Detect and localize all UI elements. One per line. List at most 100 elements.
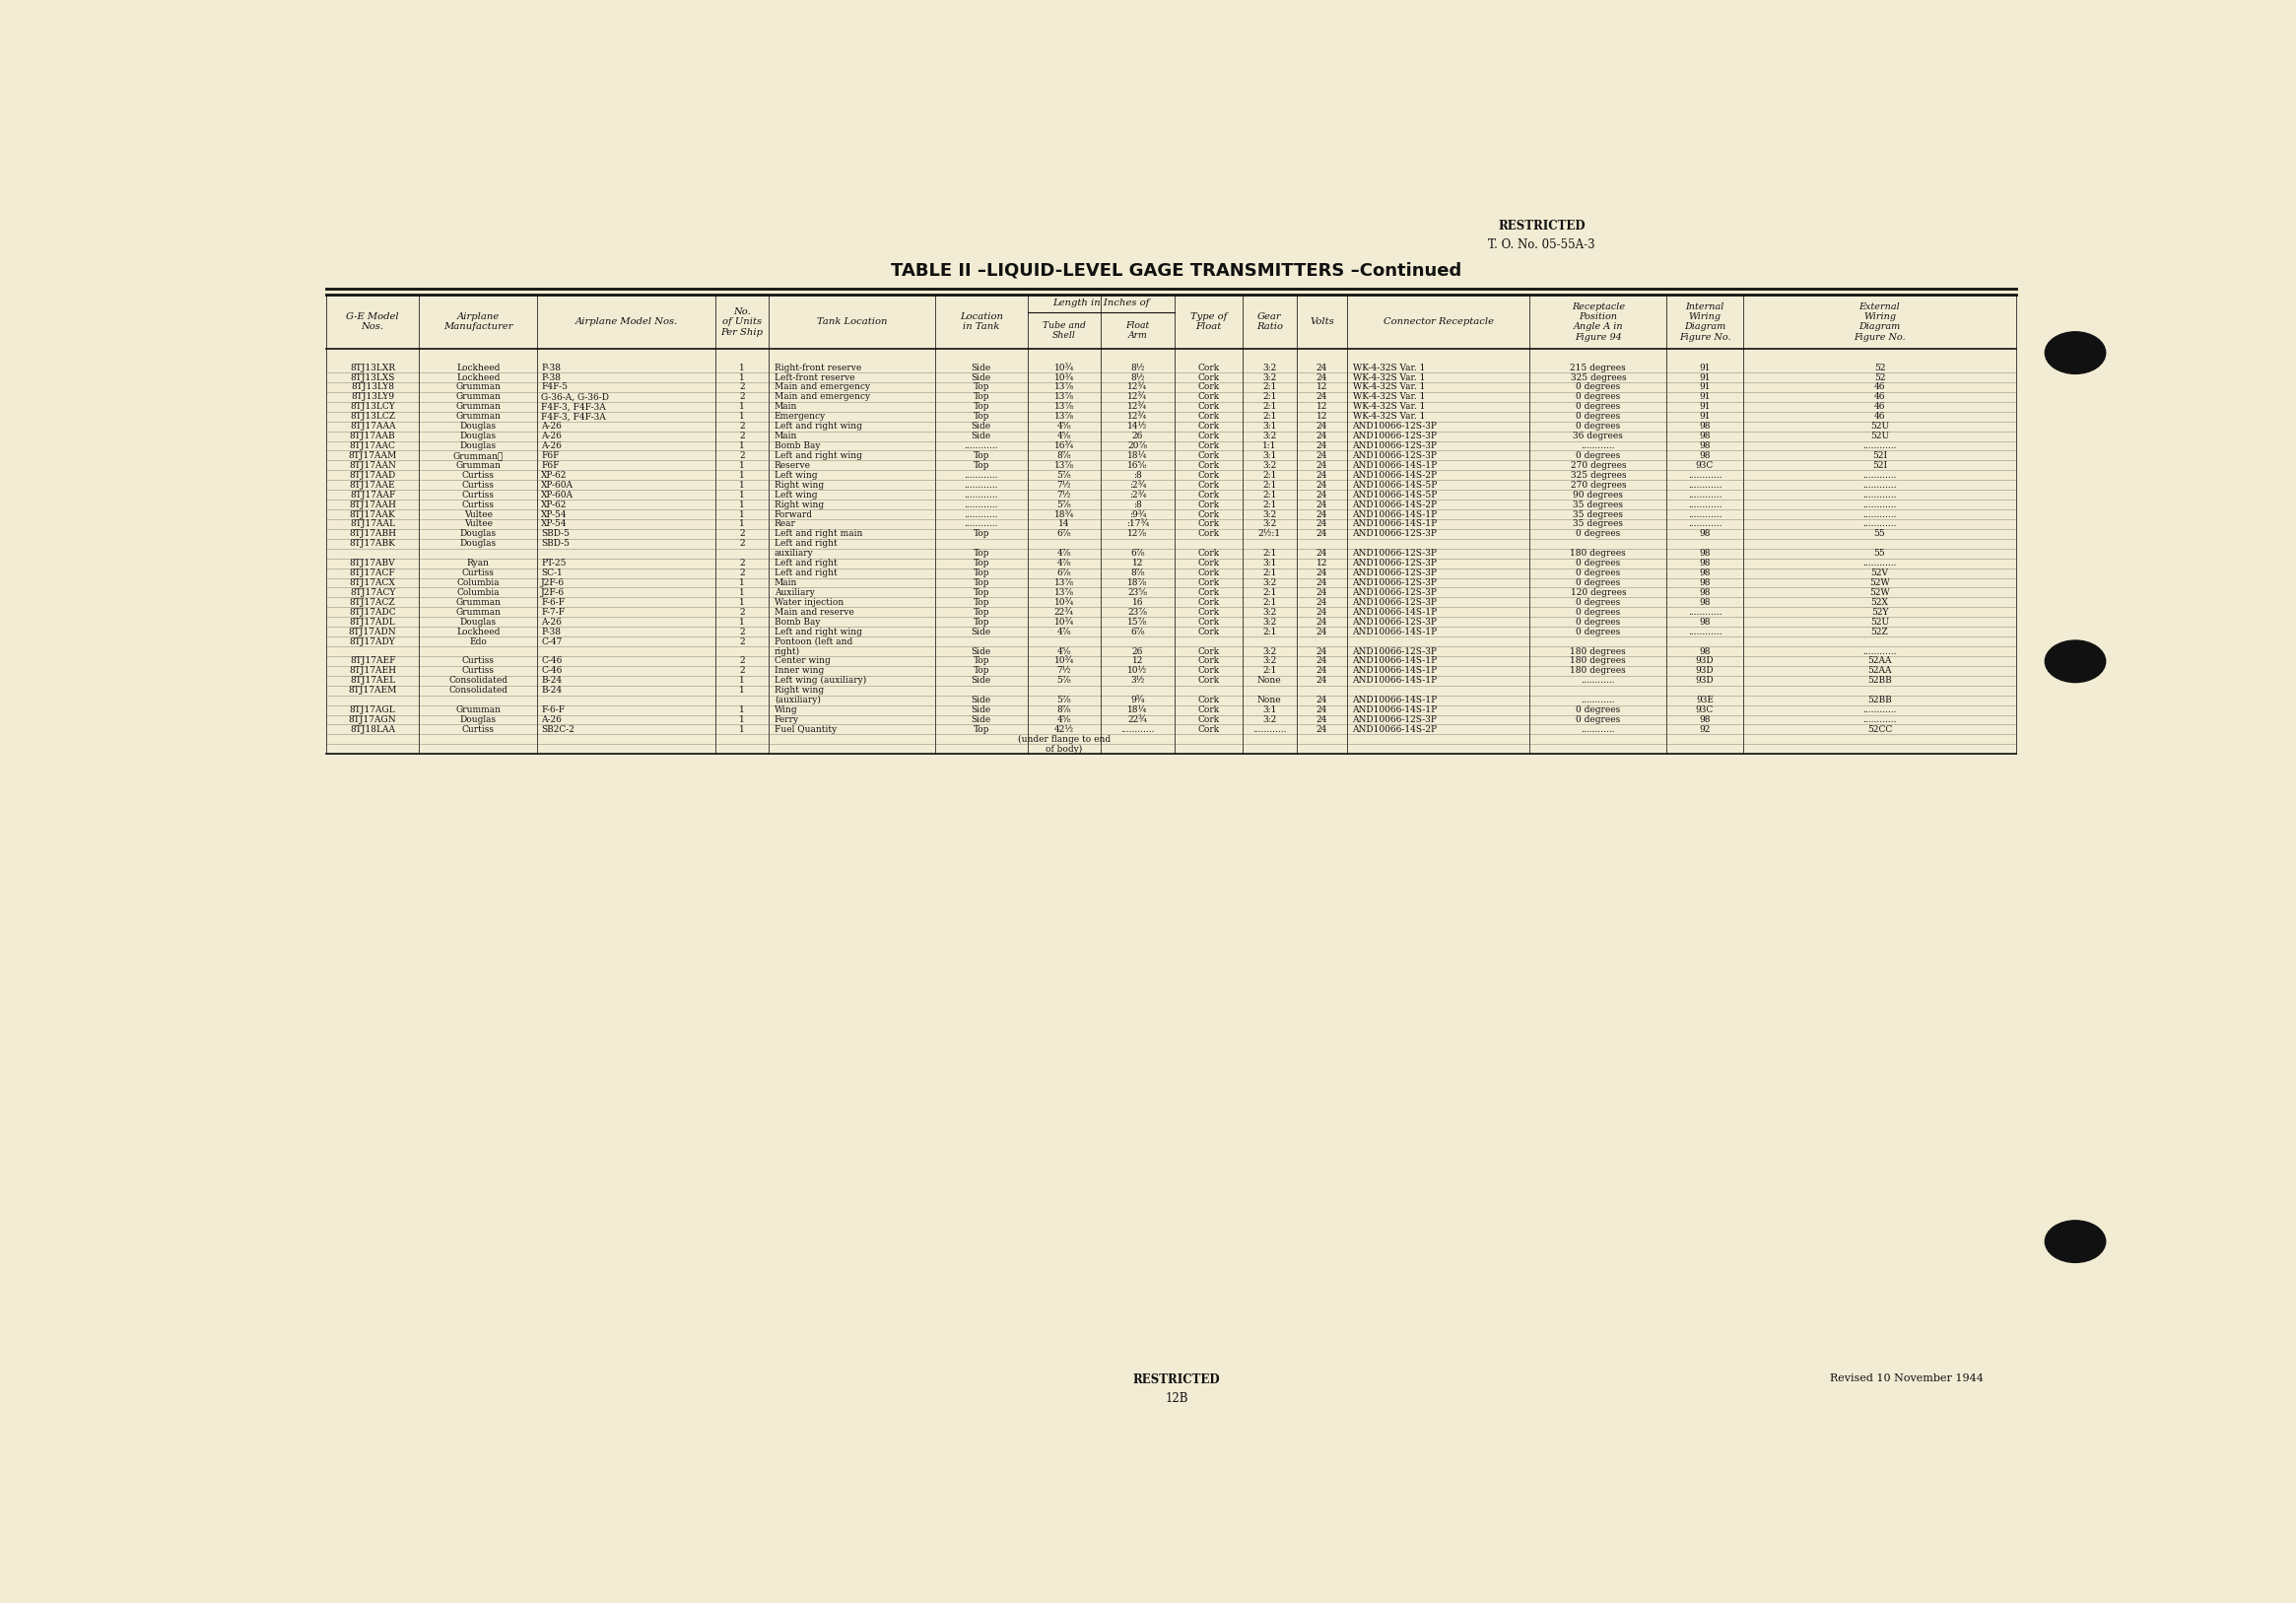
Text: 13⅞: 13⅞ <box>1054 579 1075 587</box>
Text: Cork: Cork <box>1199 500 1219 510</box>
Text: 8TJ17AAA: 8TJ17AAA <box>349 422 395 431</box>
Text: AND10066-12S-3P: AND10066-12S-3P <box>1352 648 1437 656</box>
Text: Main: Main <box>774 431 797 441</box>
Text: XP-54: XP-54 <box>542 519 567 529</box>
Text: 52BB: 52BB <box>1867 676 1892 684</box>
Text: F4F-3, F4F-3A: F4F-3, F4F-3A <box>542 412 606 422</box>
Text: 10¾: 10¾ <box>1054 657 1075 665</box>
Text: AND10066-14S-5P: AND10066-14S-5P <box>1352 481 1437 489</box>
Text: 8TJ17ABK: 8TJ17ABK <box>349 539 395 548</box>
Text: Side: Side <box>971 705 992 715</box>
Text: 24: 24 <box>1316 579 1327 587</box>
Text: Douglas: Douglas <box>459 617 496 627</box>
Text: ............: ............ <box>964 481 999 489</box>
Text: 16¾: 16¾ <box>1054 441 1075 450</box>
Text: AND10066-14S-1P: AND10066-14S-1P <box>1352 667 1437 675</box>
Text: 2: 2 <box>739 383 744 391</box>
Text: 180 degrees: 180 degrees <box>1570 657 1626 665</box>
Text: Top: Top <box>974 559 990 567</box>
Text: Side: Side <box>971 696 992 705</box>
Text: 91: 91 <box>1699 364 1711 372</box>
Text: Side: Side <box>971 715 992 725</box>
Text: 35 degrees: 35 degrees <box>1573 519 1623 529</box>
Text: ............: ............ <box>1862 715 1896 725</box>
Text: ............: ............ <box>1120 725 1155 734</box>
Text: 8TJ13LCY: 8TJ13LCY <box>349 402 395 410</box>
Circle shape <box>2046 1220 2105 1263</box>
Text: Right wing: Right wing <box>774 686 824 694</box>
Text: Cork: Cork <box>1199 569 1219 577</box>
Text: 24: 24 <box>1316 725 1327 734</box>
Text: 52U: 52U <box>1871 431 1890 441</box>
Text: (under flange to end: (under flange to end <box>1017 734 1111 744</box>
Text: Top: Top <box>974 588 990 596</box>
Text: 5⅞: 5⅞ <box>1056 676 1072 684</box>
Text: Grumman: Grumman <box>455 462 501 470</box>
Text: 5⅞: 5⅞ <box>1056 500 1072 510</box>
Text: 91: 91 <box>1699 402 1711 410</box>
Text: 24: 24 <box>1316 462 1327 470</box>
Text: 2: 2 <box>739 569 744 577</box>
Text: 12B: 12B <box>1164 1391 1189 1404</box>
Text: 35 degrees: 35 degrees <box>1573 500 1623 510</box>
Text: 24: 24 <box>1316 548 1327 558</box>
Text: 2:1: 2:1 <box>1263 383 1277 391</box>
Text: Cork: Cork <box>1199 588 1219 596</box>
Text: A-26: A-26 <box>542 441 563 450</box>
Text: Left and right: Left and right <box>774 559 838 567</box>
Text: AND10066-12S-3P: AND10066-12S-3P <box>1352 559 1437 567</box>
Text: AND10066-12S-3P: AND10066-12S-3P <box>1352 617 1437 627</box>
Text: ............: ............ <box>964 510 999 519</box>
Text: 24: 24 <box>1316 696 1327 705</box>
Text: WK-4-32S Var. 1: WK-4-32S Var. 1 <box>1352 402 1426 410</box>
Text: ............: ............ <box>1862 471 1896 479</box>
Text: A-26: A-26 <box>542 617 563 627</box>
Text: C-46: C-46 <box>542 667 563 675</box>
Text: 8TJ17AEL: 8TJ17AEL <box>349 676 395 684</box>
Text: Cork: Cork <box>1199 696 1219 705</box>
Text: 1: 1 <box>739 676 744 684</box>
Text: ............: ............ <box>1862 491 1896 499</box>
Text: Grumman: Grumman <box>455 608 501 617</box>
Text: ............: ............ <box>1862 519 1896 529</box>
Text: 98: 98 <box>1699 548 1711 558</box>
Text: 3:2: 3:2 <box>1263 579 1277 587</box>
Text: Bomb Bay: Bomb Bay <box>774 441 820 450</box>
Text: 10¾: 10¾ <box>1054 598 1075 608</box>
Text: 55: 55 <box>1874 529 1885 539</box>
Text: 24: 24 <box>1316 373 1327 382</box>
Text: 180 degrees: 180 degrees <box>1570 667 1626 675</box>
Text: 3:2: 3:2 <box>1263 431 1277 441</box>
Text: Pontoon (left and: Pontoon (left and <box>774 636 852 646</box>
Text: :2¾: :2¾ <box>1130 481 1146 489</box>
Text: Left wing: Left wing <box>774 471 817 479</box>
Text: ............: ............ <box>1582 725 1614 734</box>
Text: 1: 1 <box>739 725 744 734</box>
Text: 5⅞: 5⅞ <box>1056 471 1072 479</box>
Text: 2: 2 <box>739 393 744 401</box>
Text: Cork: Cork <box>1199 715 1219 725</box>
Text: :17¾: :17¾ <box>1125 519 1148 529</box>
Text: 52: 52 <box>1874 373 1885 382</box>
Text: Cork: Cork <box>1199 648 1219 656</box>
Text: Grumman: Grumman <box>455 383 501 391</box>
Text: ............: ............ <box>1862 648 1896 656</box>
Text: Center wing: Center wing <box>774 657 831 665</box>
Text: 22¾: 22¾ <box>1054 608 1075 617</box>
Text: 7½: 7½ <box>1056 491 1072 499</box>
Text: 12¾: 12¾ <box>1127 383 1148 391</box>
Text: C-47: C-47 <box>542 636 563 646</box>
Text: F6F: F6F <box>542 462 560 470</box>
Text: 24: 24 <box>1316 657 1327 665</box>
Text: 0 degrees: 0 degrees <box>1575 559 1621 567</box>
Text: 24: 24 <box>1316 500 1327 510</box>
Text: 2: 2 <box>739 529 744 539</box>
Text: 8TJ17ACX: 8TJ17ACX <box>349 579 395 587</box>
Text: 2:1: 2:1 <box>1263 569 1277 577</box>
Text: Forward: Forward <box>774 510 813 519</box>
Text: ............: ............ <box>1688 510 1722 519</box>
Text: AND10066-12S-3P: AND10066-12S-3P <box>1352 569 1437 577</box>
Text: Top: Top <box>974 548 990 558</box>
Text: Top: Top <box>974 393 990 401</box>
Text: 1: 1 <box>739 412 744 422</box>
